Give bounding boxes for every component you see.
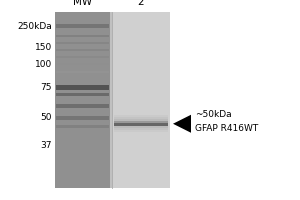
Bar bbox=[55, 12, 110, 188]
Bar bbox=[114, 119, 168, 128]
Text: 150: 150 bbox=[35, 43, 52, 52]
Bar bbox=[56, 35, 109, 37]
Bar bbox=[56, 125, 109, 128]
Bar bbox=[56, 42, 109, 44]
Bar bbox=[56, 104, 109, 108]
Text: GFAP R416WT: GFAP R416WT bbox=[195, 124, 258, 133]
Bar bbox=[56, 85, 109, 90]
Text: MW: MW bbox=[73, 0, 92, 7]
Polygon shape bbox=[173, 115, 191, 133]
Bar bbox=[114, 115, 168, 132]
Text: 100: 100 bbox=[35, 60, 52, 69]
Bar bbox=[56, 71, 109, 73]
Text: ~50kDa: ~50kDa bbox=[195, 110, 232, 119]
Bar bbox=[56, 49, 109, 51]
Text: 75: 75 bbox=[40, 83, 52, 92]
Text: 37: 37 bbox=[40, 141, 52, 150]
Bar bbox=[56, 116, 109, 120]
Bar bbox=[114, 121, 168, 123]
Bar bbox=[55, 12, 170, 188]
Bar bbox=[114, 121, 168, 126]
Bar bbox=[56, 56, 109, 58]
Text: 50: 50 bbox=[40, 113, 52, 122]
Bar bbox=[114, 117, 168, 130]
Bar bbox=[112, 12, 170, 188]
Text: 2: 2 bbox=[138, 0, 144, 7]
Text: 250kDa: 250kDa bbox=[17, 22, 52, 31]
Bar bbox=[114, 121, 168, 126]
Bar bbox=[56, 24, 109, 28]
Bar bbox=[56, 93, 109, 96]
Bar bbox=[56, 63, 109, 65]
